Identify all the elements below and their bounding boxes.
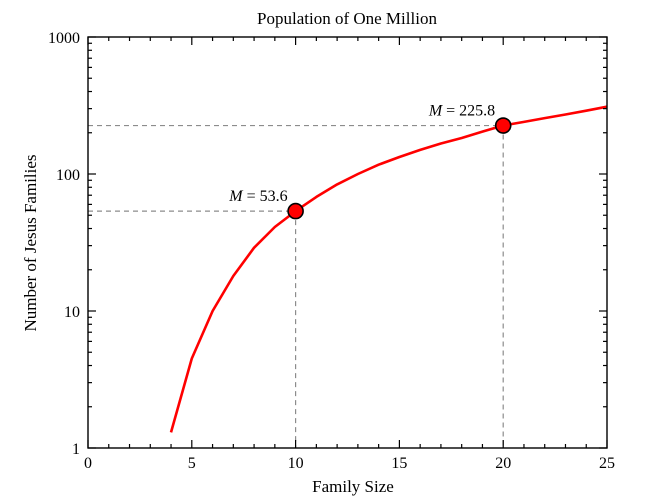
y-tick-label: 100 [56,167,80,184]
x-tick-label: 0 [84,455,92,472]
x-tick-label: 25 [599,455,615,472]
plot-area: 0 5 10 15 20 25 1 10 100 1000 M = 53.6 M = 225.8 [48,30,615,472]
highlight-point [287,202,304,220]
highlight-point [494,117,512,134]
x-tick-label: 20 [495,455,511,472]
x-tick-label: 5 [188,455,196,472]
chart-title: Population of One Million [257,9,437,28]
series-line [169,105,608,433]
x-tick-label: 10 [288,455,304,472]
x-axis-label: Family Size [312,477,394,496]
point-annotation: M = 53.6 [228,188,287,205]
y-tick-label: 10 [64,304,80,321]
plot-frame [87,36,608,449]
point-annotation: M = 225.8 [428,103,495,120]
x-tick-label: 15 [391,455,407,472]
y-tick-label: 1 [72,441,80,458]
y-axis-label: Number of Jesus Families [21,154,40,331]
y-tick-label: 1000 [48,30,80,47]
